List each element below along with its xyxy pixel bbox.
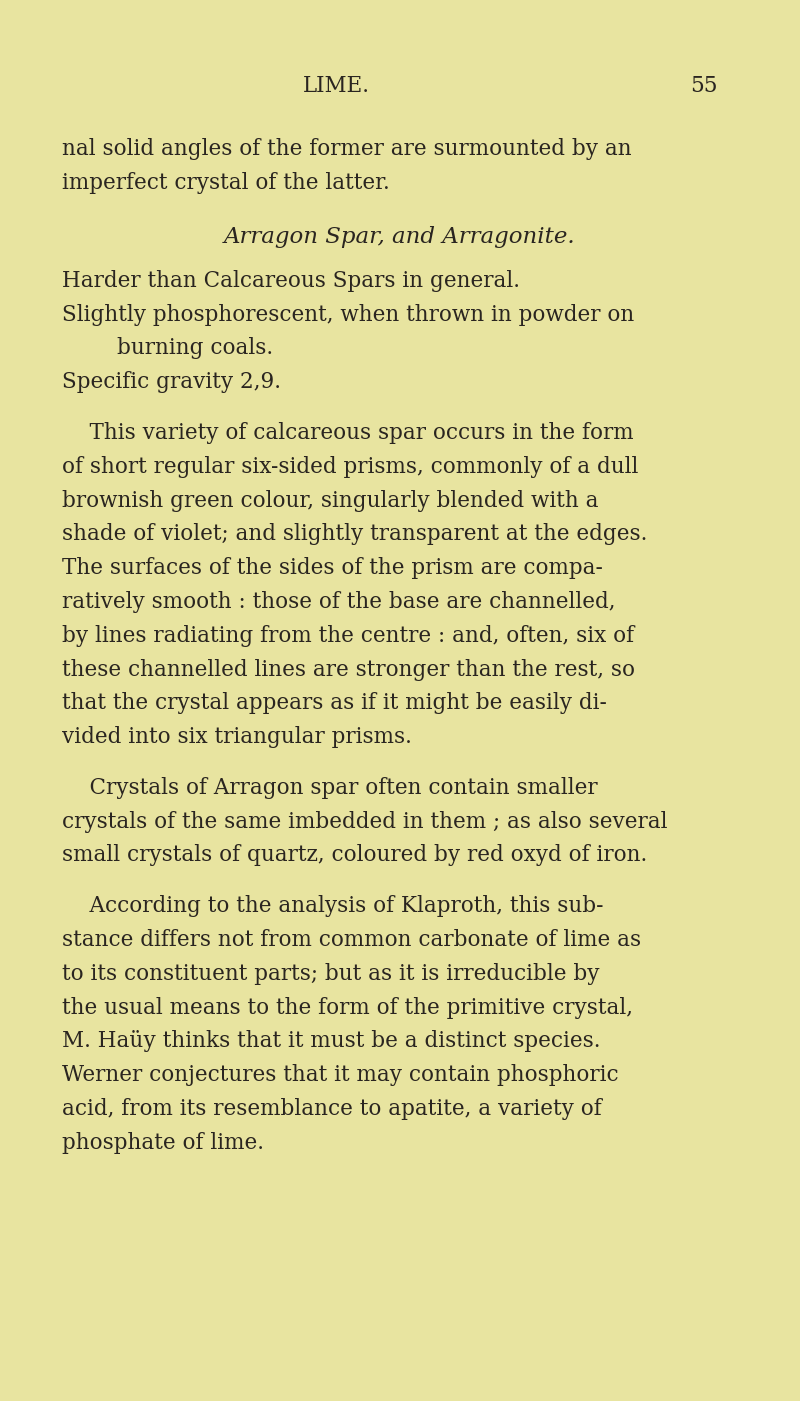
Text: imperfect crystal of the latter.: imperfect crystal of the latter. <box>62 172 390 193</box>
Text: 55: 55 <box>690 76 718 97</box>
Text: shade of violet; and slightly transparent at the edges.: shade of violet; and slightly transparen… <box>62 524 647 545</box>
Text: stance differs not from common carbonate of lime as: stance differs not from common carbonate… <box>62 929 641 951</box>
Text: acid, from its resemblance to apatite, a variety of: acid, from its resemblance to apatite, a… <box>62 1098 602 1119</box>
Text: these channelled lines are stronger than the rest, so: these channelled lines are stronger than… <box>62 658 635 681</box>
Text: that the crystal appears as if it might be easily di-: that the crystal appears as if it might … <box>62 692 607 715</box>
Text: According to the analysis of Klaproth, this sub-: According to the analysis of Klaproth, t… <box>62 895 603 918</box>
Text: of short regular six-sided prisms, commonly of a dull: of short regular six-sided prisms, commo… <box>62 455 638 478</box>
Text: vided into six triangular prisms.: vided into six triangular prisms. <box>62 726 412 748</box>
Text: brownish green colour, singularly blended with a: brownish green colour, singularly blende… <box>62 489 598 511</box>
Text: ratively smooth : those of the base are channelled,: ratively smooth : those of the base are … <box>62 591 615 612</box>
Text: small crystals of quartz, coloured by red oxyd of iron.: small crystals of quartz, coloured by re… <box>62 845 647 866</box>
Text: Werner conjectures that it may contain phosphoric: Werner conjectures that it may contain p… <box>62 1065 618 1086</box>
Text: M. Haüу thinks that it must be a distinct species.: M. Haüу thinks that it must be a distinc… <box>62 1030 601 1052</box>
Text: LIME.: LIME. <box>302 76 370 97</box>
Text: Crystals of Arragon spar often contain smaller: Crystals of Arragon spar often contain s… <box>62 776 598 799</box>
Text: burning coals.: burning coals. <box>62 338 273 360</box>
Text: Specific gravity 2,9.: Specific gravity 2,9. <box>62 371 281 394</box>
Text: This variety of calcareous spar occurs in the form: This variety of calcareous spar occurs i… <box>62 422 634 444</box>
Text: by lines radiating from the centre : and, often, six of: by lines radiating from the centre : and… <box>62 625 634 647</box>
Text: nal solid angles of the former are surmounted by an: nal solid angles of the former are surmo… <box>62 139 632 160</box>
Text: phosphate of lime.: phosphate of lime. <box>62 1132 264 1153</box>
Text: the usual means to the form of the primitive crystal,: the usual means to the form of the primi… <box>62 996 633 1019</box>
Text: crystals of the same imbedded in them ; as also several: crystals of the same imbedded in them ; … <box>62 811 667 832</box>
Text: to its constituent parts; but as it is irreducible by: to its constituent parts; but as it is i… <box>62 962 599 985</box>
Text: Arragon Spar, and Arragonite.: Arragon Spar, and Arragonite. <box>224 226 576 248</box>
Text: Slightly phosphorescent, when thrown in powder on: Slightly phosphorescent, when thrown in … <box>62 304 634 325</box>
Text: The surfaces of the sides of the prism are compa-: The surfaces of the sides of the prism a… <box>62 558 603 579</box>
Text: Harder than Calcareous Spars in general.: Harder than Calcareous Spars in general. <box>62 270 520 291</box>
